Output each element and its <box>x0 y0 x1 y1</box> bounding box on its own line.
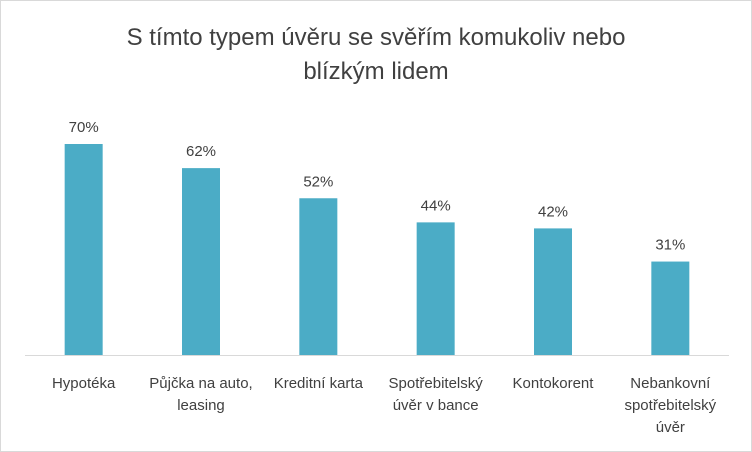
data-label-3: 44% <box>421 197 451 214</box>
chart-title: S tímto typem úvěru se svěřím komukoliv … <box>1 21 751 89</box>
bar-5 <box>651 261 690 355</box>
category-label-0: Hypotéka <box>52 375 116 392</box>
chart-title-line-1: S tímto typem úvěru se svěřím komukoliv … <box>126 24 626 51</box>
data-label-4: 42% <box>538 203 568 220</box>
category-label-5: Nebankovní spotřebitelský úvěr <box>624 375 716 436</box>
category-label-5-line-2: úvěr <box>656 419 685 436</box>
data-label-1: 62% <box>186 143 216 160</box>
bar-3 <box>416 222 455 355</box>
category-label-1: Půjčka na auto, leasing <box>149 375 252 414</box>
category-label-4-line-0: Kontokorent <box>513 375 595 392</box>
category-label-0-line-0: Hypotéka <box>52 375 116 392</box>
category-label-2: Kreditní karta <box>274 375 364 392</box>
category-label-1-line-1: leasing <box>177 397 225 414</box>
bar-2 <box>299 198 338 355</box>
category-label-2-line-0: Kreditní karta <box>274 375 364 392</box>
bar-1 <box>182 168 220 355</box>
category-label-5-line-0: Nebankovní <box>630 375 711 392</box>
category-label-3-line-0: Spotřebitelský <box>389 375 484 392</box>
data-label-2: 52% <box>303 173 333 190</box>
data-label-0: 70% <box>69 119 99 136</box>
category-label-3-line-1: úvěr v bance <box>393 397 479 414</box>
bar-0 <box>64 144 103 355</box>
category-label-5-line-1: spotřebitelský <box>624 397 716 414</box>
category-label-1-line-0: Půjčka na auto, <box>149 375 252 392</box>
category-label-3: Spotřebitelský úvěr v bance <box>389 375 484 414</box>
bar-4 <box>534 228 572 355</box>
data-label-5: 31% <box>655 237 685 254</box>
category-label-4: Kontokorent <box>513 375 595 392</box>
chart-title-line-2: blízkým lidem <box>303 58 449 85</box>
